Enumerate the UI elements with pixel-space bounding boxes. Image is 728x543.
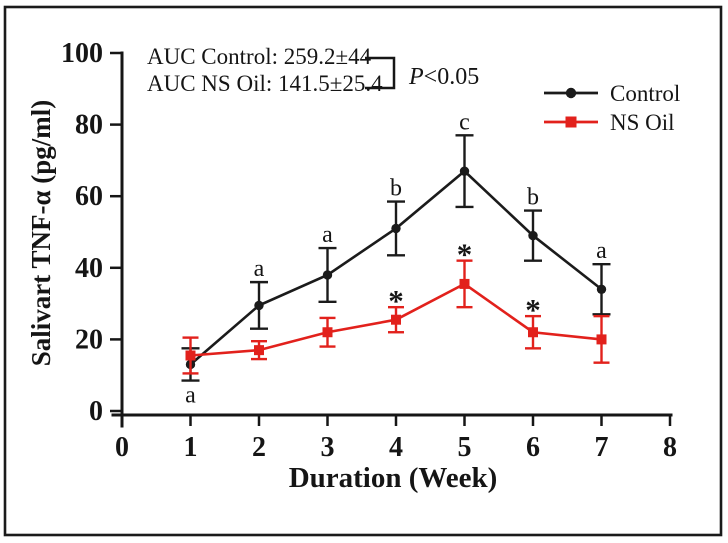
control-point-week-4 <box>391 223 401 234</box>
significance-letter-week-4: b <box>390 176 402 202</box>
control-legend-label: Control <box>610 81 680 106</box>
auc-control-text: AUC Control: 259.2±44 <box>147 44 372 69</box>
control-point-week-7 <box>596 284 607 294</box>
x-tick-label-2: 2 <box>252 432 266 463</box>
control-point-week-3 <box>322 270 333 280</box>
x-tick-label-6: 6 <box>526 432 540 463</box>
significance-letter-week-1: a <box>185 383 196 409</box>
x-tick-label-0: 0 <box>115 432 129 463</box>
legend-item-nsoil: NS Oil <box>544 110 675 135</box>
x-tick-label-7: 7 <box>595 432 609 463</box>
y-tick-label-0: 0 <box>89 396 103 427</box>
x-tick-label-5: 5 <box>458 432 472 463</box>
control-point-week-2 <box>254 300 264 311</box>
significance-star-week-4: * <box>388 283 404 318</box>
x-tick-label-1: 1 <box>184 432 198 463</box>
y-tick-label-100: 100 <box>61 38 103 69</box>
ns-oil-point-week-6 <box>528 327 538 338</box>
p-value-text: P<0.05 <box>408 64 479 90</box>
ns-oil-point-week-3 <box>322 327 333 338</box>
significance-star-week-6: * <box>525 292 541 327</box>
p-threshold: <0.05 <box>424 64 480 90</box>
ns-oil-point-week-4 <box>391 314 401 325</box>
auc-nsoil-text: AUC NS Oil: 141.5±25.4 <box>147 71 383 96</box>
x-tick-label-3: 3 <box>321 432 335 463</box>
ns-oil-series: * * * <box>182 237 610 375</box>
control-marker-icon <box>565 87 577 99</box>
significance-letter-week-7: a <box>596 238 607 264</box>
significance-letter-week-6: b <box>527 185 539 211</box>
y-axis-title: Salivart TNF-α (pg/ml) <box>26 100 56 367</box>
significance-letter-week-2: a <box>254 256 265 282</box>
significance-star-week-5: * <box>457 237 473 272</box>
x-tick-label-8: 8 <box>663 432 677 463</box>
nsoil-marker-icon <box>565 116 577 128</box>
ns-oil-point-week-5 <box>459 278 470 289</box>
control-point-week-5 <box>459 166 470 176</box>
ns-oil-point-week-1 <box>185 350 196 361</box>
y-tick-label-60: 60 <box>75 181 103 212</box>
y-tick-label-20: 20 <box>75 324 103 355</box>
ns-oil-point-week-7 <box>596 334 607 345</box>
legend: Control NS Oil <box>544 81 680 135</box>
significance-bracket <box>365 56 396 90</box>
ns-oil-point-week-2 <box>254 345 264 356</box>
axes: 0 20 40 60 80 100 0 1 2 3 4 5 6 7 8 <box>61 38 677 463</box>
y-tick-label-80: 80 <box>75 110 103 141</box>
x-axis-title: Duration (Week) <box>289 462 498 494</box>
y-tick-label-40: 40 <box>75 253 103 284</box>
auc-annotation: AUC Control: 259.2±44 AUC NS Oil: 141.5±… <box>147 44 479 96</box>
significance-letter-week-3: a <box>322 222 333 248</box>
control-series: a a a b c b a <box>181 109 611 409</box>
legend-item-control: Control <box>544 81 680 106</box>
significance-letter-week-5: c <box>459 109 470 135</box>
plot-series: a a a b c b a * * * <box>181 109 611 409</box>
control-point-week-6 <box>528 230 538 241</box>
p-symbol: P <box>408 64 424 90</box>
x-tick-label-4: 4 <box>389 432 403 463</box>
nsoil-legend-label: NS Oil <box>610 110 675 135</box>
